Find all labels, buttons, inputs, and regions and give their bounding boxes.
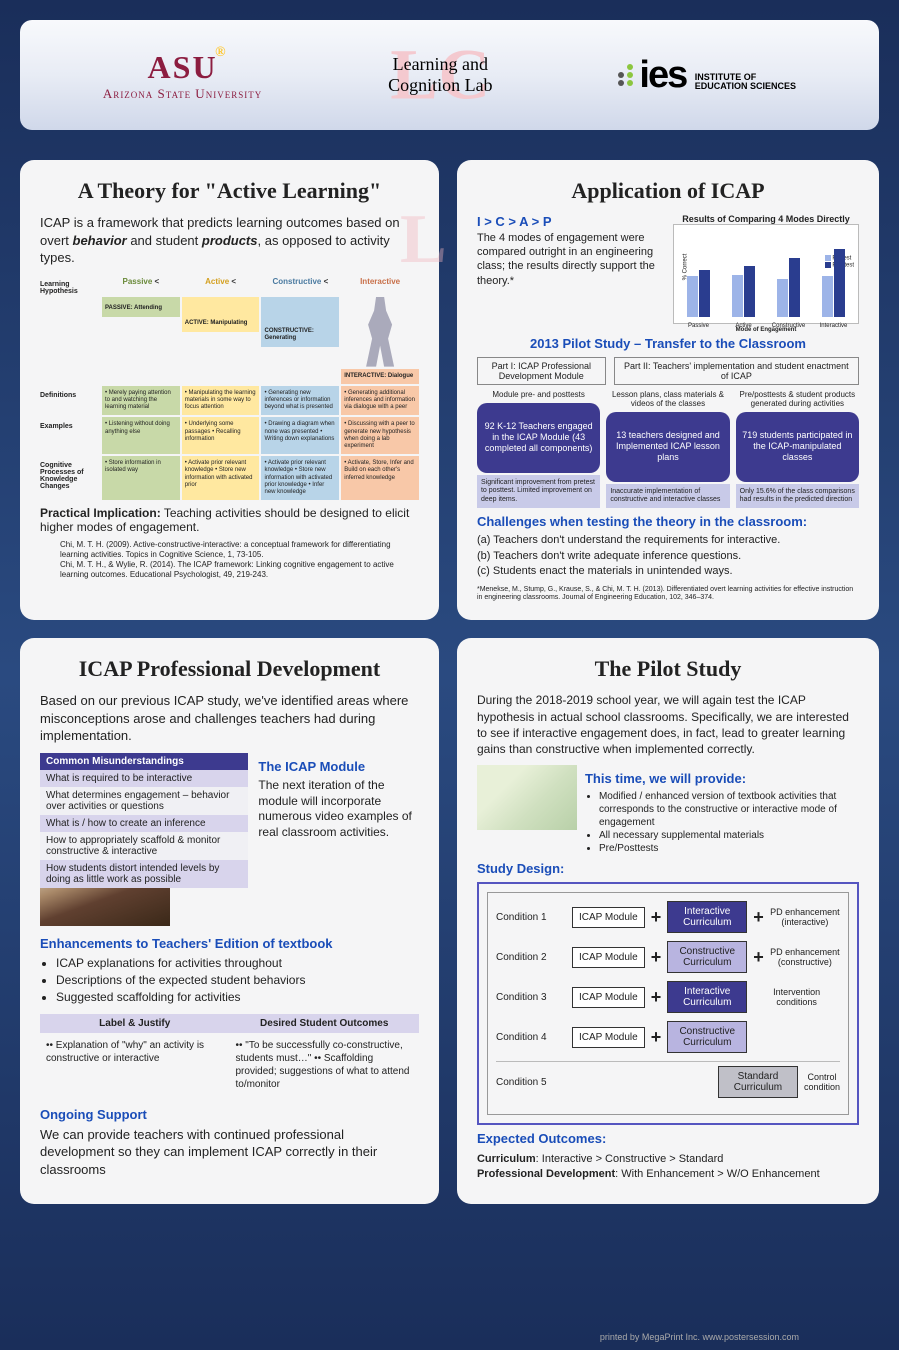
pilot-part-1: Part I: ICAP Professional Development Mo… [477, 357, 606, 385]
bar-chart: % Correct Mode of Engagement Pretest Pos… [673, 224, 859, 324]
ongoing-heading: Ongoing Support [40, 1107, 419, 1122]
asu-logo: ASU® Arizona State University [103, 49, 262, 102]
materials-photo [477, 765, 577, 830]
panel-title: A Theory for "Active Learning" [40, 178, 419, 204]
ongoing-text: We can provide teachers with continued p… [40, 1126, 419, 1179]
panel-pd: ICAP Professional Development Based on o… [20, 638, 439, 1204]
footer-credit: printed by MegaPrint Inc. www.postersess… [600, 1332, 799, 1342]
ies-logo: ies INSTITUTE OF EDUCATION SCIENCES [618, 54, 796, 97]
misunderstandings-table: Common MisunderstandingsWhat is required… [40, 753, 248, 888]
lc-logo: LC Learning andCognition Lab [388, 54, 493, 96]
pilot-heading: 2013 Pilot Study – Transfer to the Class… [477, 336, 859, 351]
enhancements-heading: Enhancements to Teachers' Edition of tex… [40, 936, 419, 951]
pilot-part-2: Part II: Teachers' implementation and st… [614, 357, 859, 385]
pilot-intro: During the 2018-2019 school year, we wil… [477, 692, 859, 757]
panel-title: ICAP Professional Development [40, 656, 419, 682]
expected-outcomes: Curriculum: Interactive > Constructive >… [477, 1152, 859, 1183]
challenges-list: (a) Teachers don't understand the requir… [477, 533, 859, 579]
panel-title: The Pilot Study [477, 656, 859, 682]
panel-theory: A Theory for "Active Learning" ICAP is a… [20, 160, 439, 620]
pd-intro: Based on our previous ICAP study, we've … [40, 692, 419, 745]
ies-dots-icon [618, 64, 633, 86]
panel-application: Application of ICAP I > C > A > P The 4 … [457, 160, 879, 620]
intro-text: ICAP is a framework that predicts learni… [40, 214, 419, 267]
provide-list: Modified / enhanced version of textbook … [585, 790, 859, 855]
expected-heading: Expected Outcomes: [477, 1131, 859, 1146]
chart-title: Results of Comparing 4 Modes Directly [673, 214, 859, 224]
panel-title: Application of ICAP [477, 178, 859, 204]
provide-heading: This time, we will provide: [585, 771, 859, 786]
icap-formula: I > C > A > P [477, 214, 663, 231]
poster-grid: A Theory for "Active Learning" ICAP is a… [20, 160, 879, 1204]
design-heading: Study Design: [477, 861, 859, 876]
header-bar: ASU® Arizona State University LC Learnin… [20, 20, 879, 130]
icap-framework-chart: Learning HypothesisPassive <Active <Cons… [40, 275, 419, 500]
label-justify-table: Label & Justify•• Explanation of "why" a… [40, 1014, 419, 1097]
footnote: *Menekse, M., Stump, G., Krause, S., & C… [477, 586, 859, 603]
practical-implication: Practical Implication: Teaching activiti… [40, 506, 419, 534]
study-design-box: Condition 1ICAP Module+Interactive Curri… [477, 882, 859, 1125]
pilot-boxes-row: Module pre- and posttests 92 K-12 Teache… [477, 391, 859, 508]
application-intro: The 4 modes of engagement were compared … [477, 231, 663, 288]
references: Chi, M. T. H. (2009). Active-constructiv… [40, 540, 419, 580]
panel-pilot-study: The Pilot Study During the 2018-2019 sch… [457, 638, 879, 1204]
challenges-heading: Challenges when testing the theory in th… [477, 514, 859, 529]
enhancements-list: ICAP explanations for activities through… [40, 955, 419, 1005]
